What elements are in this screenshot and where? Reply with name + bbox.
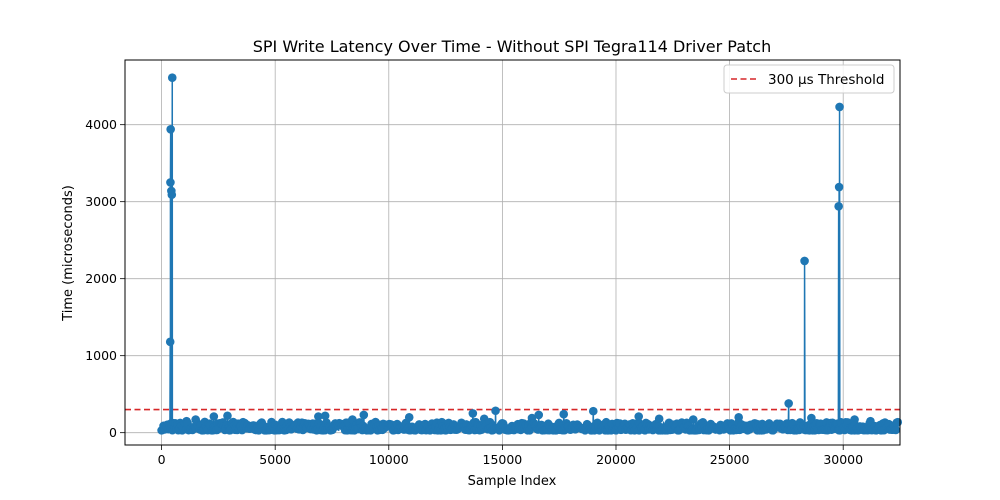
x-tick-label: 30000 — [823, 452, 863, 467]
y-axis-ticks: 0 1000 2000 3000 4000 — [85, 117, 125, 440]
x-axis-ticks: 0 5000 10000 15000 20000 25000 30000 — [158, 445, 863, 467]
data-point — [588, 406, 598, 416]
y-tick-label: 2000 — [85, 271, 117, 286]
data-point — [223, 411, 232, 421]
data-point — [404, 412, 414, 422]
y-axis-label: Time (microseconds) — [61, 185, 76, 322]
data-point — [165, 337, 175, 347]
legend-threshold-label: 300 µs Threshold — [768, 72, 885, 88]
plot-frame — [124, 59, 901, 446]
data-point — [800, 256, 809, 266]
data-point — [167, 73, 177, 83]
data-point — [166, 178, 175, 187]
x-tick-label: 5000 — [259, 452, 291, 467]
data-point — [491, 406, 500, 416]
y-tick-label: 4000 — [85, 117, 117, 132]
data-point — [688, 415, 698, 424]
y-tick-label: 0 — [109, 425, 117, 440]
y-tick-label: 3000 — [85, 194, 117, 209]
data-point — [167, 190, 177, 200]
data-point — [209, 412, 219, 421]
data-point — [654, 414, 664, 424]
data-point — [468, 409, 478, 418]
data-point — [634, 412, 644, 421]
data-point — [893, 417, 903, 427]
data-point — [166, 125, 175, 134]
data-point — [807, 413, 816, 423]
series-layer — [157, 73, 903, 435]
data-point — [320, 411, 330, 421]
chart-title: SPI Write Latency Over Time - Without SP… — [253, 37, 772, 56]
data-point — [359, 410, 369, 420]
x-tick-label: 15000 — [483, 452, 523, 467]
data-point — [891, 425, 901, 435]
x-axis-label: Sample Index — [468, 474, 557, 489]
data-point — [835, 102, 844, 112]
data-point — [559, 409, 569, 419]
x-tick-label: 0 — [158, 452, 166, 467]
legend: 300 µs Threshold — [723, 64, 895, 94]
legend-box — [723, 64, 895, 94]
data-point — [784, 399, 793, 408]
y-tick-label: 1000 — [85, 348, 117, 363]
data-point — [834, 182, 844, 192]
x-tick-label: 10000 — [369, 452, 409, 467]
x-tick-label: 25000 — [710, 452, 750, 467]
x-tick-label: 20000 — [596, 452, 636, 467]
data-point — [314, 412, 323, 421]
data-point — [834, 202, 843, 211]
data-point — [534, 410, 544, 420]
